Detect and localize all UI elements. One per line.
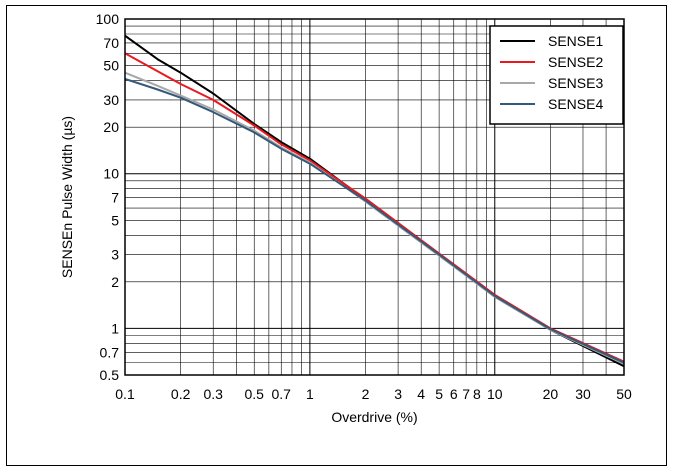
x-tick-label: 8 — [473, 386, 481, 402]
x-tick-label: 6 — [450, 386, 458, 402]
legend: SENSE1 SENSE2 SENSE3 SENSE4 — [489, 25, 624, 125]
x-tick-label: 3 — [394, 386, 402, 402]
plot-border — [124, 18, 625, 376]
x-tick-label: 4 — [417, 386, 425, 402]
y-tick-label: 100 — [96, 11, 120, 27]
figure-frame — [6, 5, 667, 466]
y-tick-label: 1 — [111, 320, 119, 336]
x-tick-label: 5 — [435, 386, 443, 402]
x-tick-labels: 0.1 0.2 0.3 0.5 0.7 1 2 3 4 5 6 7 8 10 20 30 50 — [115, 386, 632, 402]
y-tick-label: 3 — [111, 247, 119, 263]
legend-label: SENSE1 — [548, 33, 603, 49]
x-tick-label: 2 — [362, 386, 370, 402]
legend-label: SENSE3 — [548, 75, 603, 91]
y-tick-label: 50 — [103, 58, 119, 74]
x-tick-label: 1 — [306, 386, 314, 402]
y-tick-labels: 0.5 0.7 1 2 3 5 7 10 20 30 50 70 100 — [96, 11, 120, 383]
x-tick-label: 20 — [543, 386, 559, 402]
y-tick-label: 30 — [103, 92, 119, 108]
x-tick-label: 0.2 — [171, 386, 191, 402]
x-tick-label: 10 — [487, 386, 503, 402]
x-tick-label: 50 — [616, 386, 632, 402]
y-tick-label: 0.7 — [100, 344, 120, 360]
y-axis-label: SENSEn Pulse Width (µs) — [59, 116, 75, 278]
series-layer — [124, 34, 625, 368]
legend-label: SENSE4 — [548, 96, 603, 112]
x-tick-label: 7 — [462, 386, 470, 402]
series-line-sense4 — [124, 77, 625, 364]
y-tick-label: 7 — [111, 190, 119, 206]
x-tick-label: 0.7 — [272, 386, 292, 402]
x-tick-label: 0.5 — [244, 386, 264, 402]
legend-box — [489, 25, 624, 125]
x-tick-label: 0.3 — [203, 386, 223, 402]
y-tick-label: 2 — [111, 274, 119, 290]
legend-label: SENSE2 — [548, 54, 603, 70]
y-tick-label: 70 — [103, 35, 119, 51]
y-tick-label: 0.5 — [100, 367, 120, 383]
x-tick-label: 30 — [575, 386, 591, 402]
grid-minor — [125, 19, 625, 376]
y-tick-label: 20 — [103, 119, 119, 135]
x-axis-label: Overdrive (%) — [331, 409, 417, 425]
y-tick-label: 10 — [103, 166, 119, 182]
x-tick-label: 0.1 — [115, 386, 135, 402]
y-tick-label: 5 — [111, 212, 119, 228]
